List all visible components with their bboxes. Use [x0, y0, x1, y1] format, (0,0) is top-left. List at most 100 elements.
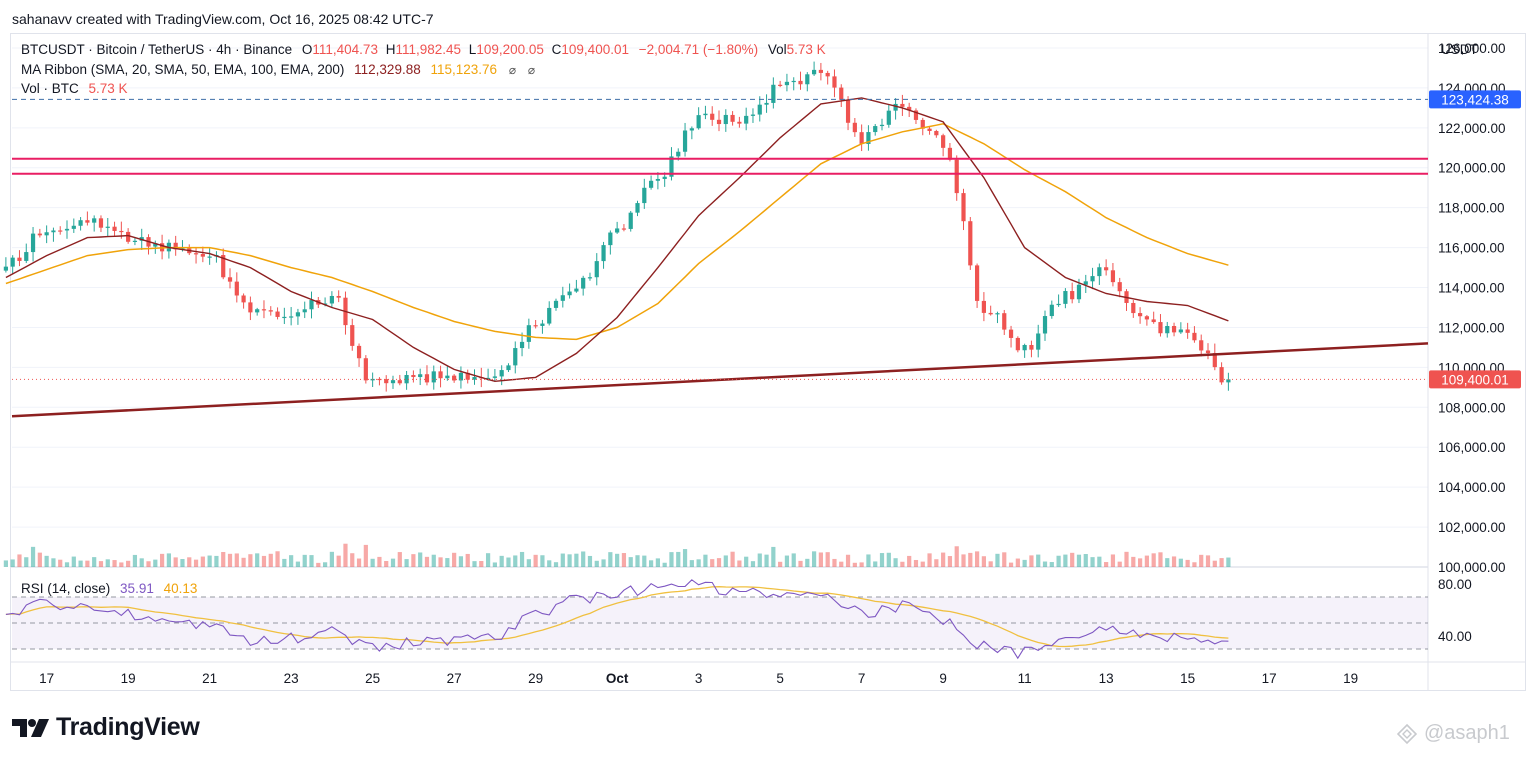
volume-bar	[221, 552, 226, 567]
candle-body	[275, 311, 280, 317]
candle-body	[377, 378, 382, 381]
volume-bar	[445, 558, 450, 567]
candle-body	[594, 261, 599, 278]
hidden-series-icon[interactable]: ⌀	[527, 63, 536, 77]
candle-body	[44, 232, 49, 236]
candle-body	[85, 220, 90, 223]
time-tick-label: 9	[939, 671, 947, 686]
volume-bar	[730, 551, 735, 567]
volume-bar	[601, 559, 606, 567]
candle-body	[1144, 316, 1149, 320]
candle-body	[458, 372, 464, 381]
time-tick-label: 29	[528, 671, 543, 686]
volume-bar	[1219, 558, 1224, 567]
candle-body	[207, 256, 212, 258]
chart-frame	[10, 33, 1526, 691]
volume-bar	[377, 556, 382, 567]
volume-bar	[105, 559, 110, 567]
volume-bar	[771, 546, 776, 567]
candle-body	[553, 300, 559, 308]
ma-ribbon-label[interactable]: MA Ribbon (SMA, 20, SMA, 50, EMA, 100, E…	[21, 62, 345, 77]
candle-body	[730, 114, 735, 122]
volume-bar	[920, 561, 925, 567]
overlays	[11, 98, 1429, 418]
volume-bar	[37, 552, 42, 567]
volume-bar	[397, 552, 402, 567]
volume-bar	[757, 553, 762, 567]
price-tick-label: 106,000.00	[1438, 440, 1506, 455]
currency-label[interactable]: USDT	[1441, 42, 1478, 57]
candle-body	[248, 302, 253, 313]
volume-bar	[384, 561, 389, 567]
time-tick-label: 3	[695, 671, 703, 686]
high-label: H	[385, 42, 396, 57]
volume-bar	[58, 559, 63, 567]
price-tick-label: 114,000.00	[1438, 281, 1505, 296]
volume-bar	[866, 554, 871, 567]
volume-bar	[519, 551, 525, 567]
volume-bar	[64, 562, 70, 567]
volume-bar	[458, 556, 464, 567]
candle-body	[771, 84, 776, 103]
candle-body	[350, 325, 355, 346]
rsi-label[interactable]: RSI (14, close)	[21, 581, 111, 596]
time-tick-label: 25	[365, 671, 380, 686]
time-tick-label: 17	[1262, 671, 1277, 686]
candle-body	[1226, 379, 1231, 383]
volume-bar	[1049, 562, 1054, 567]
candle-body	[363, 358, 368, 381]
candle-body	[628, 212, 633, 229]
volume-series-label[interactable]: Vol · BTC	[21, 81, 79, 96]
volume-bar	[112, 560, 117, 567]
volume-bar	[85, 560, 90, 567]
candle-body	[642, 187, 647, 204]
candle-body	[1171, 326, 1177, 333]
time-tick-label: 13	[1099, 671, 1114, 686]
volume-bar	[1131, 556, 1136, 567]
diamond-icon	[1396, 723, 1418, 744]
candle-body	[1199, 340, 1204, 351]
candle-body	[1110, 270, 1116, 283]
candle-body	[1158, 322, 1163, 334]
volume-bar	[200, 556, 205, 567]
symbol-label[interactable]: BTCUSDT · Bitcoin / TetherUS · 4h · Bina…	[21, 42, 293, 57]
candle-body	[852, 122, 857, 133]
price-tick-label: 100,000.00	[1438, 560, 1506, 575]
candle-body	[1076, 284, 1082, 300]
price-tick-label: 120,000.00	[1438, 161, 1506, 176]
candle-body	[1036, 333, 1041, 350]
volume-bar	[1104, 562, 1109, 567]
time-tick-label: 5	[776, 671, 784, 686]
candle-body	[893, 103, 898, 111]
price-tick-label: 118,000.00	[1438, 201, 1505, 216]
volume-label: Vol	[767, 42, 787, 57]
volume-bar	[832, 558, 837, 567]
candle-body	[452, 375, 457, 381]
volume-bar	[961, 554, 966, 567]
volume-bar	[119, 562, 124, 567]
candle-body	[309, 300, 314, 310]
volume-bar	[1002, 552, 1007, 567]
time-tick-label: 21	[202, 671, 217, 686]
volume-bar	[193, 559, 199, 567]
volume-bar	[78, 560, 83, 567]
candle-body	[173, 242, 178, 250]
time-tick-label: Oct	[606, 671, 629, 686]
hidden-series-icon[interactable]: ⌀	[508, 63, 517, 77]
volume-bar	[180, 559, 185, 567]
volume-bar	[893, 558, 898, 567]
rsi-pane	[5, 579, 1428, 660]
candle-body	[411, 375, 416, 378]
candle-body	[1049, 304, 1054, 317]
candle-body	[866, 132, 871, 144]
candle-body	[744, 115, 749, 124]
candle-body	[968, 221, 973, 266]
volume-bar	[621, 553, 627, 567]
volume-bars	[3, 543, 1231, 567]
volume-bar	[350, 553, 355, 567]
candle-body	[356, 345, 362, 359]
volume-bar	[1171, 556, 1177, 567]
candle-body	[492, 376, 497, 378]
volume-bar	[682, 549, 688, 567]
